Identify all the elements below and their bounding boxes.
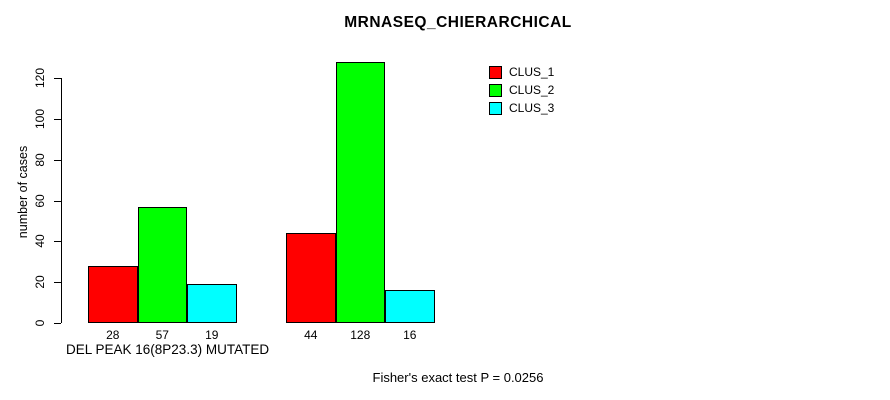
y-tick-label: 0	[33, 319, 47, 327]
y-tick-mark	[54, 118, 61, 120]
bar-value-label: 19	[205, 328, 219, 342]
y-tick-mark	[54, 159, 61, 161]
bar-clus_2-group2	[335, 61, 385, 323]
legend-row-clus-2: CLUS_2	[489, 81, 554, 99]
y-tick-label: 100	[33, 108, 47, 129]
bar-clus_1-group2	[286, 233, 336, 323]
bar-clus_2-group1	[137, 206, 187, 323]
legend-row-clus-3: CLUS_3	[489, 99, 554, 117]
bar-clus_3-group1	[187, 284, 237, 323]
y-axis-line	[61, 78, 62, 323]
legend-swatch-clus-1	[489, 65, 502, 79]
chart-title: MRNASEQ_CHIERARCHICAL	[344, 14, 572, 31]
bar-clus_1-group1	[88, 265, 138, 323]
y-tick-label: 20	[33, 275, 47, 289]
y-tick-label: 60	[33, 193, 47, 208]
y-tick-mark	[54, 200, 61, 202]
x-axis-label: DEL PEAK 16(8P23.3) MUTATED	[66, 342, 270, 357]
bar-value-label: 28	[106, 328, 120, 342]
bar-clus_3-group2	[385, 290, 435, 323]
bar-value-label: 57	[155, 328, 169, 342]
footer-pvalue-annotation: Fisher's exact test P = 0.0256	[372, 370, 544, 385]
y-tick-mark	[54, 282, 61, 284]
legend-label-clus-3: CLUS_3	[509, 101, 555, 115]
legend-label-clus-2: CLUS_2	[509, 83, 555, 97]
y-tick-label: 120	[33, 67, 47, 89]
legend-row-clus-1: CLUS_1	[489, 63, 554, 81]
bar-value-label: 16	[403, 328, 417, 342]
y-tick-mark	[54, 78, 61, 79]
y-tick-label: 80	[33, 152, 47, 167]
y-axis-label: number of cases	[16, 145, 30, 239]
legend-swatch-clus-2	[489, 83, 502, 97]
legend-label-clus-1: CLUS_1	[509, 65, 555, 79]
bar-value-label: 44	[304, 328, 318, 342]
legend: CLUS_1 CLUS_2 CLUS_3	[489, 63, 554, 117]
y-tick-mark	[54, 323, 61, 324]
y-tick-label: 40	[33, 234, 47, 249]
bar-value-label: 128	[350, 328, 371, 342]
y-tick-mark	[54, 241, 61, 243]
legend-swatch-clus-3	[489, 101, 502, 115]
